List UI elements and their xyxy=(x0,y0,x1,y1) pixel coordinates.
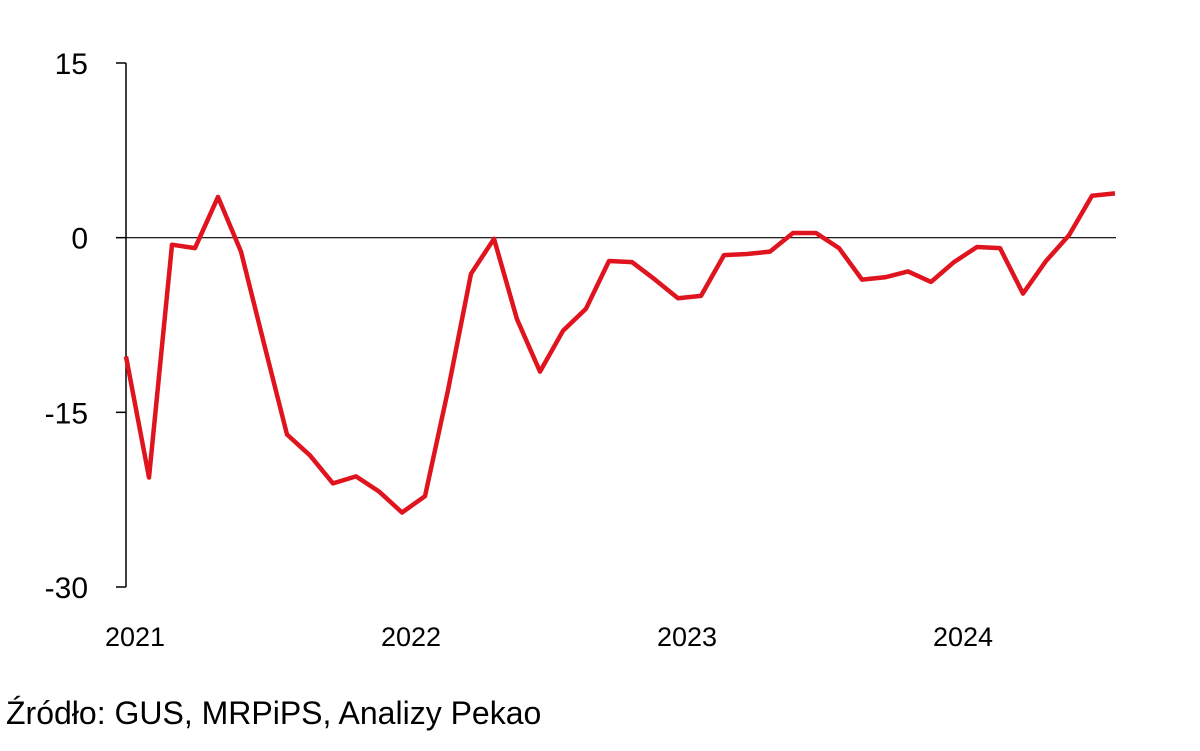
series-line xyxy=(123,191,1116,515)
x-axis-ticks: 2021 2022 2023 2024 xyxy=(105,622,993,652)
y-tick-label: 0 xyxy=(71,223,88,256)
y-tick-label: -15 xyxy=(45,397,88,430)
line-chart: 15 0 -15 -30 2021 2022 2023 2024 xyxy=(45,48,1116,652)
x-tick-label: 2024 xyxy=(933,622,993,652)
y-tick-label: -30 xyxy=(45,572,88,605)
y-tick-label: 15 xyxy=(55,48,88,81)
x-tick-label: 2023 xyxy=(657,622,717,652)
series-group xyxy=(123,191,1116,515)
source-note: Źródło: GUS, MRPiPS, Analizy Pekao xyxy=(6,695,542,731)
y-axis-ticks: 15 0 -15 -30 xyxy=(45,48,126,605)
x-tick-label: 2021 xyxy=(105,622,165,652)
x-tick-label: 2022 xyxy=(381,622,441,652)
